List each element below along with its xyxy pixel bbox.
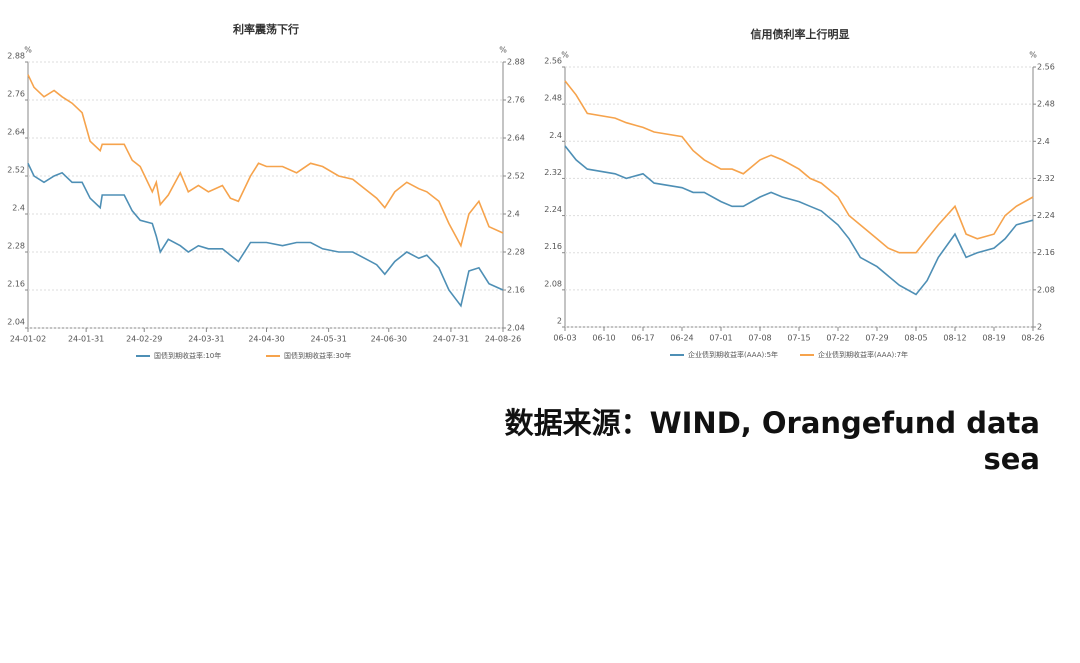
series-line — [27, 74, 504, 248]
y2-tick-label: 2.24 — [1037, 211, 1055, 220]
y2-tick-label: 2.4 — [1037, 137, 1050, 146]
y-tick-label: 2.16 — [7, 280, 25, 289]
y-tick-label: 2.52 — [7, 166, 25, 175]
y-tick-label: 2.16 — [544, 242, 562, 251]
y-tick-label: 2.88 — [7, 52, 25, 61]
y2-tick-label: 2.32 — [1037, 174, 1055, 183]
x-tick-label: 24-03-31 — [188, 335, 224, 344]
y-tick-label: 2.76 — [7, 90, 25, 99]
y2-tick-label: 2.16 — [507, 286, 525, 295]
x-tick-label: 06-17 — [631, 334, 654, 343]
x-tick-label: 24-02-29 — [126, 335, 162, 344]
y-tick-label: 2.4 — [549, 131, 562, 140]
chart-title: 利率震荡下行 — [233, 22, 299, 36]
y-tick-label: 2.48 — [544, 94, 562, 103]
y2-tick-label: 2.16 — [1037, 248, 1055, 257]
y-unit: % — [24, 46, 32, 55]
legend-label: 国债到期收益率:30年 — [284, 351, 351, 360]
x-tick-label: 08-19 — [982, 334, 1005, 343]
x-tick-label: 24-08-26 — [485, 335, 521, 344]
y2-tick-label: 2.88 — [507, 58, 525, 67]
y-tick-label: 2.32 — [544, 168, 562, 177]
y2-tick-label: 2.52 — [507, 172, 525, 181]
y-tick-label: 2.08 — [544, 279, 562, 288]
x-tick-label: 08-05 — [904, 334, 927, 343]
y-tick-label: 2.64 — [7, 128, 25, 137]
series-line — [27, 162, 504, 308]
y-tick-label: 2.28 — [7, 242, 25, 251]
x-tick-label: 07-29 — [865, 334, 888, 343]
y2-tick-label: 2.48 — [1037, 100, 1055, 109]
y2-tick-label: 2.08 — [1037, 285, 1055, 294]
y-tick-label: 2 — [557, 317, 562, 326]
series-line — [564, 80, 1034, 254]
charts: 利率震荡下行% % 2.04 2.16 2.28 2.4 2.52 2.64 2.76 2.88 2… — [7, 22, 1055, 360]
y2-tick-label: 2 — [1037, 323, 1042, 332]
y-tick-label: 2.4 — [12, 204, 25, 213]
x-tick-label: 06-10 — [592, 334, 615, 343]
legend-label: 企业债到期收益率(AAA):7年 — [818, 350, 908, 359]
x-tick-label: 24-01-31 — [68, 335, 104, 344]
x-tick-label: 06-24 — [670, 334, 693, 343]
x-tick-label: 07-08 — [748, 334, 771, 343]
y2-tick-label: 2.76 — [507, 96, 525, 105]
x-tick-label: 24-05-31 — [310, 335, 346, 344]
chart-title: 信用债利率上行明显 — [751, 27, 850, 41]
y2-unit: % — [499, 46, 507, 55]
y2-tick-label: 2.28 — [507, 248, 525, 257]
y-tick-label: 2.56 — [544, 57, 562, 66]
y-unit: % — [561, 51, 569, 60]
y2-tick-label: 2.4 — [507, 210, 520, 219]
x-tick-label: 06-03 — [553, 334, 576, 343]
series-line — [564, 145, 1034, 296]
x-tick-label: 07-22 — [826, 334, 849, 343]
y2-tick-label: 2.56 — [1037, 63, 1055, 72]
x-tick-label: 07-15 — [787, 334, 810, 343]
legend-label: 国债到期收益率:10年 — [154, 351, 221, 360]
x-tick-label: 24-04-30 — [248, 335, 284, 344]
x-tick-label: 08-12 — [943, 334, 966, 343]
legend-label: 企业债到期收益率(AAA):5年 — [688, 350, 778, 359]
x-tick-label: 07-01 — [709, 334, 732, 343]
y2-tick-label: 2.64 — [507, 134, 525, 143]
y2-unit: % — [1029, 51, 1037, 60]
x-tick-label: 24-01-02 — [10, 335, 46, 344]
y-tick-label: 2.24 — [544, 205, 562, 214]
y2-tick-label: 2.04 — [507, 324, 525, 333]
x-tick-label: 08-26 — [1021, 334, 1044, 343]
source-note: 数据来源：WIND, Orangefund data sea — [504, 406, 1040, 476]
x-tick-label: 24-06-30 — [371, 335, 407, 344]
x-tick-label: 24-07-31 — [433, 335, 469, 344]
y-tick-label: 2.04 — [7, 318, 25, 327]
